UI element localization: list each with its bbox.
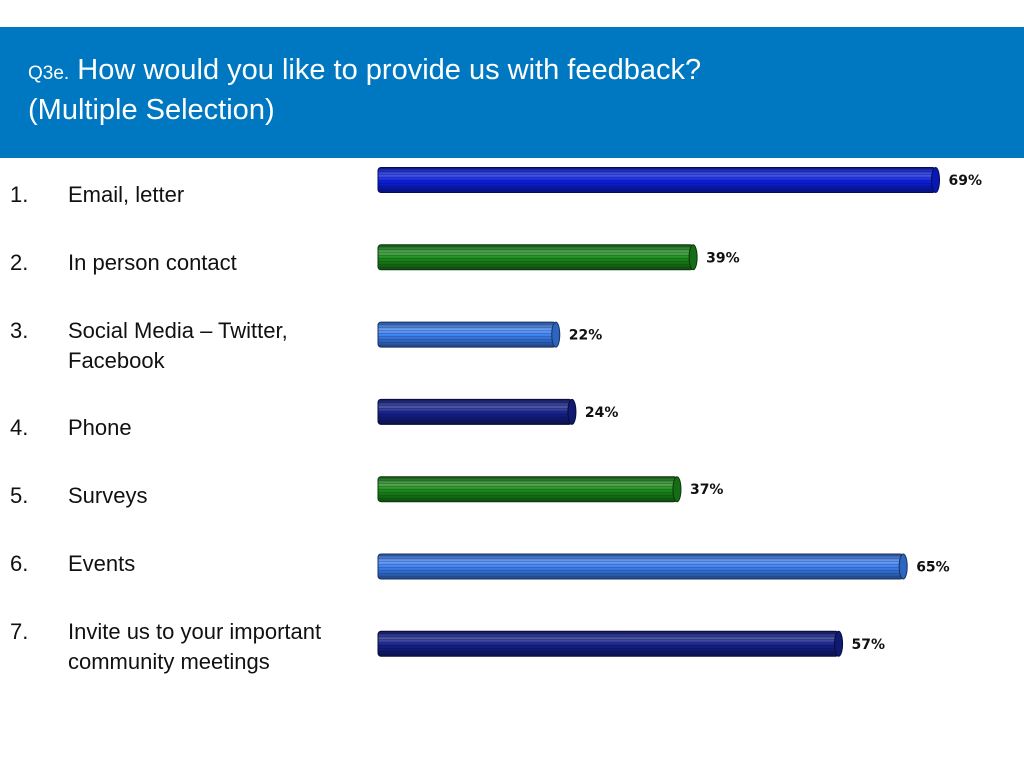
list-item-number: 4.: [10, 415, 29, 440]
bar-value-label: 24%: [585, 405, 619, 421]
list-item-number: 2.: [10, 250, 29, 275]
list-item-label: Invite us to your important community me…: [68, 619, 322, 674]
title-line-2: (Multiple Selection): [28, 94, 275, 126]
bar-value-label: 39%: [706, 250, 740, 266]
question-number: Q3e.: [28, 63, 70, 84]
list-item-label: Email, letter: [68, 182, 185, 207]
bar-stripes: [378, 399, 572, 425]
bar-end-cap: [931, 167, 941, 193]
bar: [377, 398, 577, 425]
bar-end-cap: [567, 398, 577, 425]
bar-stripes: [378, 476, 677, 502]
list-item-number: 6.: [10, 551, 29, 576]
list-item-label: Surveys: [68, 483, 148, 508]
bar-end-cap: [672, 476, 682, 503]
bar: [377, 321, 561, 348]
bar-stripes: [378, 554, 904, 579]
header-band: [0, 27, 1024, 158]
bar: [377, 244, 698, 271]
bar: [377, 553, 908, 580]
title-line-1: How would you like to provide us with fe…: [77, 54, 702, 86]
list-item-number: 3.: [10, 318, 29, 343]
bar: [377, 476, 682, 503]
list-item-label: In person contact: [68, 250, 237, 275]
bar-stripes: [378, 322, 556, 348]
list-item-number: 7.: [10, 619, 29, 644]
list-item-label: Social Media – Twitter, Facebook: [68, 318, 288, 373]
bar-value-label: 57%: [852, 637, 886, 653]
list-item-number: 5.: [10, 483, 29, 508]
bar-end-cap: [834, 630, 844, 657]
page-title: Q3e. How would you like to provide us wi…: [28, 52, 988, 128]
bar-stripes: [378, 167, 936, 193]
bar-end-cap: [688, 244, 698, 271]
bar-value-label: 22%: [569, 328, 603, 344]
bar-value-label: 65%: [916, 560, 950, 576]
list-item-label: Events: [68, 551, 136, 576]
bar: [377, 630, 844, 657]
bar-value-label: 37%: [690, 482, 724, 498]
bar-value-label: 69%: [949, 173, 983, 189]
bar-stripes: [378, 631, 839, 657]
list-item-number: 1.: [10, 182, 29, 207]
bar: [377, 167, 941, 193]
options-list: 1. Email, letter 2. In person contact 3.…: [0, 0, 370, 768]
bar-end-cap: [898, 553, 908, 580]
bar-stripes: [378, 244, 694, 270]
bar-end-cap: [551, 321, 561, 348]
list-item-label: Phone: [68, 415, 132, 440]
